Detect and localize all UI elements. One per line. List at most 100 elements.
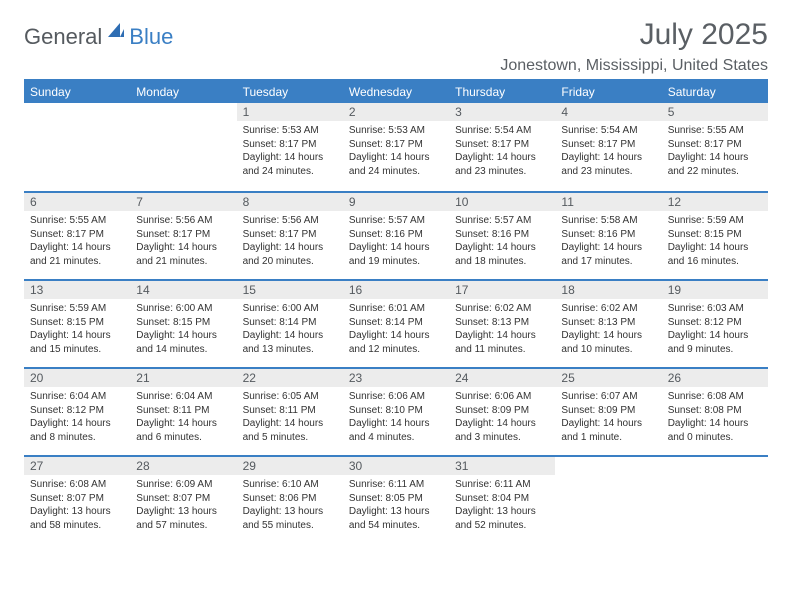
sunset-line: Sunset: 8:14 PM [349,316,443,330]
day-details: Sunrise: 5:59 AMSunset: 8:15 PMDaylight:… [24,299,130,360]
sunrise-line: Sunrise: 6:11 AM [455,478,549,492]
weekday-header: Monday [130,80,236,103]
daylight-line: Daylight: 14 hours and 4 minutes. [349,417,443,444]
day-cell: 9Sunrise: 5:57 AMSunset: 8:16 PMDaylight… [343,191,449,279]
day-details: Sunrise: 6:09 AMSunset: 8:07 PMDaylight:… [130,475,236,536]
sunrise-line: Sunrise: 5:57 AM [455,214,549,228]
day-number: 14 [130,279,236,299]
title-block: July 2025 Jonestown, Mississippi, United… [500,18,768,75]
day-cell: 18Sunrise: 6:02 AMSunset: 8:13 PMDayligh… [555,279,661,367]
sunrise-line: Sunrise: 6:04 AM [136,390,230,404]
day-number [662,455,768,475]
day-cell: 28Sunrise: 6:09 AMSunset: 8:07 PMDayligh… [130,455,236,543]
day-details: Sunrise: 6:08 AMSunset: 8:07 PMDaylight:… [24,475,130,536]
header: General Blue July 2025 Jonestown, Missis… [24,18,768,75]
calendar-table: SundayMondayTuesdayWednesdayThursdayFrid… [24,79,768,543]
sunrise-line: Sunrise: 6:00 AM [243,302,337,316]
sunset-line: Sunset: 8:07 PM [30,492,124,506]
day-details: Sunrise: 6:06 AMSunset: 8:10 PMDaylight:… [343,387,449,448]
day-details: Sunrise: 6:04 AMSunset: 8:11 PMDaylight:… [130,387,236,448]
day-details: Sunrise: 6:04 AMSunset: 8:12 PMDaylight:… [24,387,130,448]
sunrise-line: Sunrise: 5:53 AM [349,124,443,138]
day-details: Sunrise: 5:55 AMSunset: 8:17 PMDaylight:… [662,121,768,182]
day-number: 10 [449,191,555,211]
day-cell: 24Sunrise: 6:06 AMSunset: 8:09 PMDayligh… [449,367,555,455]
daylight-line: Daylight: 14 hours and 0 minutes. [668,417,762,444]
daylight-line: Daylight: 14 hours and 24 minutes. [243,151,337,178]
day-number: 25 [555,367,661,387]
daylight-line: Daylight: 14 hours and 23 minutes. [455,151,549,178]
day-cell: 26Sunrise: 6:08 AMSunset: 8:08 PMDayligh… [662,367,768,455]
day-cell: 19Sunrise: 6:03 AMSunset: 8:12 PMDayligh… [662,279,768,367]
sunset-line: Sunset: 8:16 PM [455,228,549,242]
day-details: Sunrise: 5:55 AMSunset: 8:17 PMDaylight:… [24,211,130,272]
daylight-line: Daylight: 14 hours and 1 minute. [561,417,655,444]
sunrise-line: Sunrise: 6:11 AM [349,478,443,492]
sunset-line: Sunset: 8:06 PM [243,492,337,506]
sunrise-line: Sunrise: 6:04 AM [30,390,124,404]
day-cell: 29Sunrise: 6:10 AMSunset: 8:06 PMDayligh… [237,455,343,543]
day-details: Sunrise: 5:54 AMSunset: 8:17 PMDaylight:… [449,121,555,182]
logo-sail-icon [106,21,126,44]
day-number: 24 [449,367,555,387]
calendar-row: 20Sunrise: 6:04 AMSunset: 8:12 PMDayligh… [24,367,768,455]
weekday-header: Thursday [449,80,555,103]
day-details: Sunrise: 5:54 AMSunset: 8:17 PMDaylight:… [555,121,661,182]
sunset-line: Sunset: 8:04 PM [455,492,549,506]
day-cell: 10 Sunrise: 5:57 AMSunset: 8:16 PMDayligh… [449,191,555,279]
location-text: Jonestown, Mississippi, United States [500,57,768,75]
day-cell: 3Sunrise: 5:54 AMSunset: 8:17 PMDaylight… [449,103,555,191]
day-cell: 4Sunrise: 5:54 AMSunset: 8:17 PMDaylight… [555,103,661,191]
empty-cell [555,455,661,543]
sunset-line: Sunset: 8:16 PM [561,228,655,242]
sunrise-line: Sunrise: 6:03 AM [668,302,762,316]
day-cell: 5Sunrise: 5:55 AMSunset: 8:17 PMDaylight… [662,103,768,191]
day-details: Sunrise: 6:07 AMSunset: 8:09 PMDaylight:… [555,387,661,448]
day-number: 4 [555,103,661,121]
daylight-line: Daylight: 14 hours and 24 minutes. [349,151,443,178]
sunset-line: Sunset: 8:17 PM [30,228,124,242]
daylight-line: Daylight: 14 hours and 19 minutes. [349,241,443,268]
logo-text-general: General [24,24,102,50]
day-details: Sunrise: 5:56 AMSunset: 8:17 PMDaylight:… [130,211,236,272]
daylight-line: Daylight: 14 hours and 8 minutes. [30,417,124,444]
daylight-line: Daylight: 14 hours and 18 minutes. [455,241,549,268]
day-details: Sunrise: 5:58 AMSunset: 8:16 PMDaylight:… [555,211,661,272]
daylight-line: Daylight: 13 hours and 54 minutes. [349,505,443,532]
weekday-header: Tuesday [237,80,343,103]
sunset-line: Sunset: 8:11 PM [243,404,337,418]
day-number: 15 [237,279,343,299]
day-cell: 2Sunrise: 5:53 AMSunset: 8:17 PMDaylight… [343,103,449,191]
day-number: 22 [237,367,343,387]
day-cell: 14Sunrise: 6:00 AMSunset: 8:15 PMDayligh… [130,279,236,367]
sunrise-line: Sunrise: 5:59 AM [668,214,762,228]
weekday-row: SundayMondayTuesdayWednesdayThursdayFrid… [24,80,768,103]
calendar-row: 27Sunrise: 6:08 AMSunset: 8:07 PMDayligh… [24,455,768,543]
day-number: 17 [449,279,555,299]
day-details: Sunrise: 5:53 AMSunset: 8:17 PMDaylight:… [343,121,449,182]
daylight-line: Daylight: 13 hours and 55 minutes. [243,505,337,532]
daylight-line: Daylight: 13 hours and 52 minutes. [455,505,549,532]
sunrise-line: Sunrise: 5:56 AM [243,214,337,228]
sunset-line: Sunset: 8:12 PM [30,404,124,418]
day-cell: 13Sunrise: 5:59 AMSunset: 8:15 PMDayligh… [24,279,130,367]
daylight-line: Daylight: 14 hours and 21 minutes. [30,241,124,268]
sunrise-line: Sunrise: 6:06 AM [349,390,443,404]
daylight-line: Daylight: 14 hours and 17 minutes. [561,241,655,268]
day-number: 5 [662,103,768,121]
calendar-row: 1Sunrise: 5:53 AMSunset: 8:17 PMDaylight… [24,103,768,191]
sunrise-line: Sunrise: 5:57 AM [349,214,443,228]
day-details: Sunrise: 6:11 AMSunset: 8:04 PMDaylight:… [449,475,555,536]
sunset-line: Sunset: 8:17 PM [561,138,655,152]
day-cell: 12Sunrise: 5:59 AMSunset: 8:15 PMDayligh… [662,191,768,279]
day-details: Sunrise: 6:00 AMSunset: 8:14 PMDaylight:… [237,299,343,360]
day-number: 11 [555,191,661,211]
weekday-header: Sunday [24,80,130,103]
day-number: 7 [130,191,236,211]
sunset-line: Sunset: 8:05 PM [349,492,443,506]
day-cell: 22Sunrise: 6:05 AMSunset: 8:11 PMDayligh… [237,367,343,455]
calendar-row: 13Sunrise: 5:59 AMSunset: 8:15 PMDayligh… [24,279,768,367]
day-cell: 15Sunrise: 6:00 AMSunset: 8:14 PMDayligh… [237,279,343,367]
sunset-line: Sunset: 8:08 PM [668,404,762,418]
day-details: Sunrise: 5:53 AMSunset: 8:17 PMDaylight:… [237,121,343,182]
